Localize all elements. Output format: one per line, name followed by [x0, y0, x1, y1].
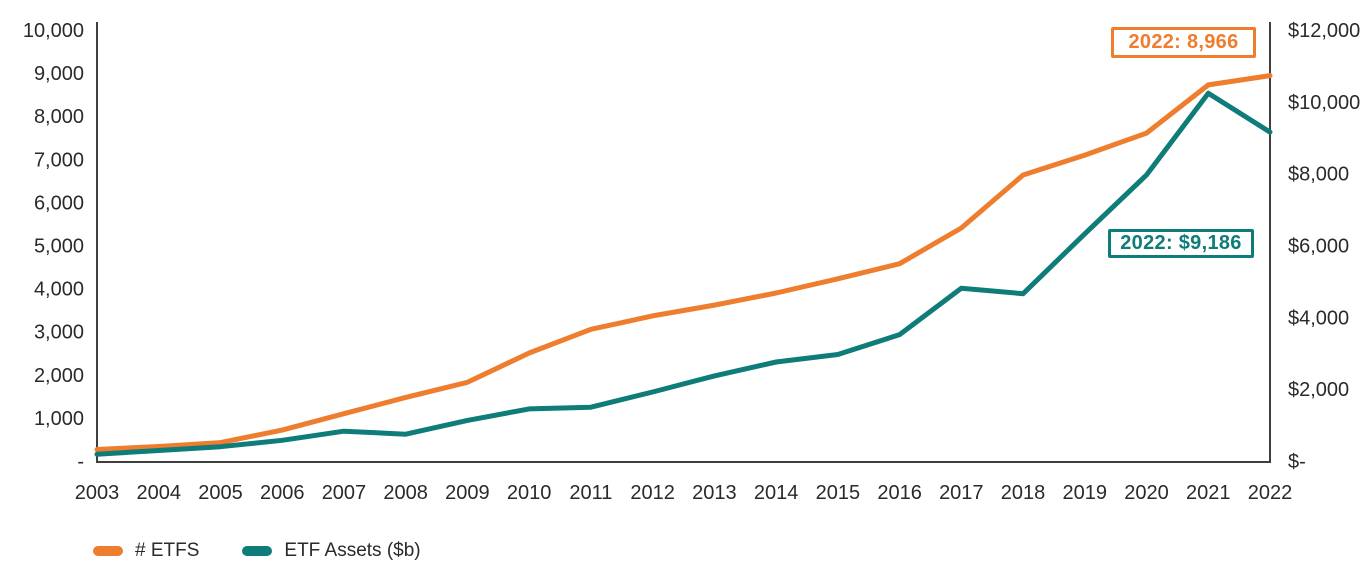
left-axis-tick-label: 4,000	[34, 279, 84, 301]
x-axis-tick-label: 2009	[445, 482, 490, 504]
x-axis-tick-label: 2021	[1186, 482, 1231, 504]
left-axis-tick-label: -	[77, 451, 84, 473]
right-axis-tick-label: $4,000	[1288, 307, 1349, 329]
left-axis-tick-label: 5,000	[34, 236, 84, 258]
x-axis-tick-label: 2005	[198, 482, 243, 504]
left-axis-tick-label: 2,000	[34, 365, 84, 387]
annotation-etfs-2022: 2022: 8,966	[1111, 27, 1256, 58]
left-axis-tick-label: 10,000	[23, 20, 84, 42]
assets-legend-label: ETF Assets ($b)	[284, 540, 421, 561]
etfs-line	[94, 73, 1273, 452]
x-axis-tick-label: 2016	[877, 482, 922, 504]
right-axis-tick-label: $12,000	[1288, 20, 1360, 42]
x-axis-tick-label: 2020	[1124, 482, 1169, 504]
left-axis-tick-label: 3,000	[34, 322, 84, 344]
left-axis-tick-label: 7,000	[34, 149, 84, 171]
x-axis-tick-label: 2017	[939, 482, 984, 504]
axis-spines	[96, 22, 1271, 463]
x-axis-tick-label: 2010	[507, 482, 552, 504]
x-axis-tick-label: 2003	[75, 482, 120, 504]
x-axis-tick-label: 2015	[816, 482, 861, 504]
right-axis-tick-label: $10,000	[1288, 92, 1360, 114]
legend-item-etfs: # ETFS	[93, 540, 199, 562]
x-axis-tick-label: 2013	[692, 482, 737, 504]
x-axis-tick-label: 2006	[260, 482, 305, 504]
x-axis-tick-label: 2012	[630, 482, 675, 504]
assets-series-swatch	[242, 546, 273, 556]
legend-item-assets: ETF Assets ($b)	[242, 540, 421, 562]
left-axis-tick-label: 9,000	[34, 63, 84, 85]
x-axis-tick-label: 2008	[383, 482, 428, 504]
etfs-series-swatch	[93, 546, 123, 556]
right-axis-tick-label: $8,000	[1288, 164, 1349, 186]
etfs-legend-label: # ETFS	[135, 540, 200, 561]
left-axis-tick-label: 6,000	[34, 192, 84, 214]
x-axis-tick-label: 2004	[136, 482, 181, 504]
right-axis-tick-label: $-	[1288, 451, 1306, 473]
x-axis-tick-label: 2018	[1001, 482, 1046, 504]
x-axis-tick-label: 2011	[569, 482, 612, 504]
assets-line	[94, 90, 1273, 457]
right-axis-tick-label: $6,000	[1288, 236, 1349, 258]
left-axis-tick-label: 1,000	[34, 408, 84, 430]
left-axis-tick-label: 8,000	[34, 106, 84, 128]
x-axis-tick-label: 2019	[1063, 482, 1108, 504]
legend: # ETFS ETF Assets ($b)	[93, 540, 421, 562]
x-axis-tick-label: 2007	[322, 482, 367, 504]
x-axis-tick-label: 2014	[754, 482, 799, 504]
x-axis-tick-label: 2022	[1248, 482, 1293, 504]
annotation-assets-2022: 2022: $9,186	[1108, 229, 1254, 258]
right-axis-tick-label: $2,000	[1288, 379, 1349, 401]
